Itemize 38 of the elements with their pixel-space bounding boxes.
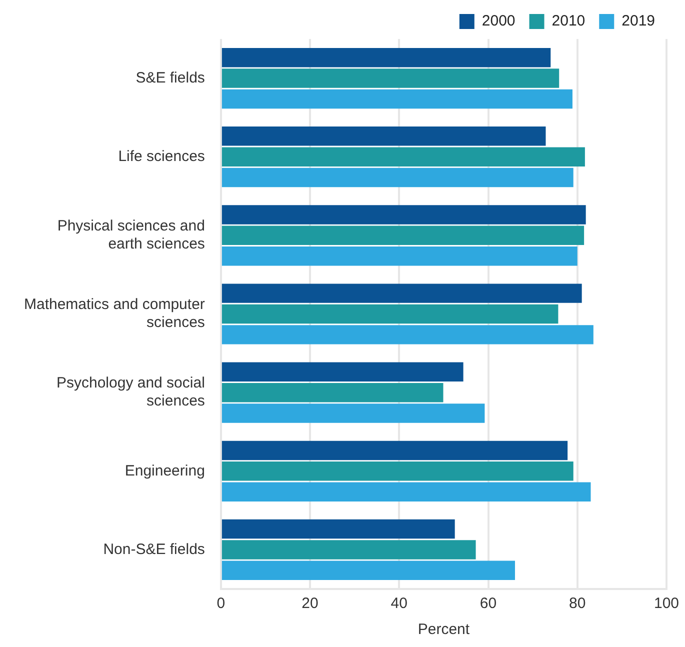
legend-label: 2019 [622,12,656,30]
bar [222,440,568,460]
legend-label: 2010 [552,12,586,30]
y-tick-label: Non-S&E fields [103,540,205,558]
bar [222,462,574,481]
bar [222,205,586,224]
bar [222,246,578,266]
y-tick-label: Mathematics and computer sciences [24,296,205,332]
bar [222,68,560,88]
bar [222,48,551,68]
bar [222,560,515,580]
x-axis-title: Percent [418,621,470,638]
bar [222,126,546,146]
x-tick-label: 40 [390,595,408,612]
bar [222,284,582,303]
bar [222,168,574,188]
x-tick-label: 100 [654,595,679,612]
y-tick-label: S&E fields [136,69,205,86]
bar [222,89,572,109]
bar [222,226,584,246]
bar [222,540,476,560]
y-tick-label: Physical sciences and earth sciences [57,218,205,253]
bar [222,147,585,166]
bar [222,325,594,344]
y-tick-label: Engineering [124,462,205,480]
y-tick-label: Psychology and social sciences [56,374,205,410]
bar [222,519,455,539]
x-tick-label: 0 [216,595,226,612]
x-tick-label: 60 [480,595,497,612]
bar [222,404,485,423]
bar [222,362,464,382]
x-tick-label: 20 [302,595,318,612]
bar [222,482,591,502]
bar [222,382,444,402]
y-tick-label: Life sciences [118,148,205,165]
bar [222,304,558,324]
x-tick-label: 80 [569,595,586,612]
legend-label: 2000 [482,12,516,30]
